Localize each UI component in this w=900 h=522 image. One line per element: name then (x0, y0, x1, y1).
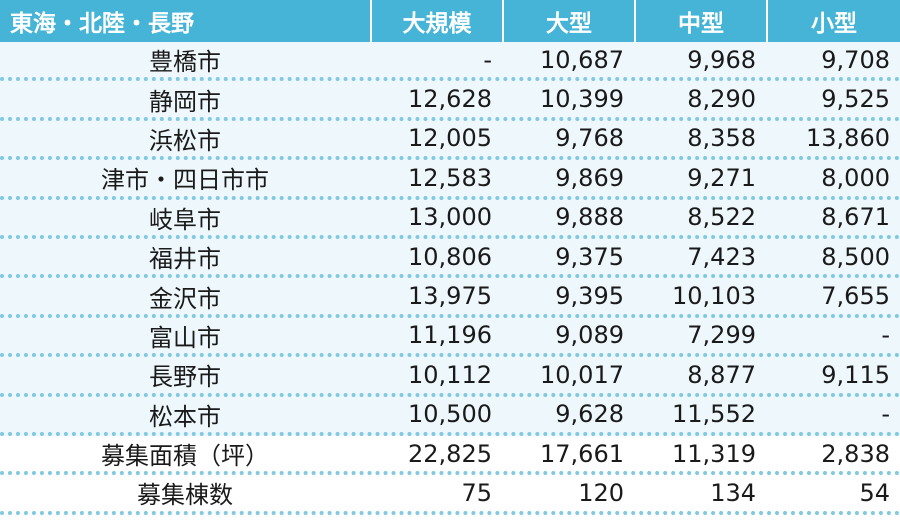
cell-value: 8,671 (821, 203, 890, 232)
cell-value: 12,005 (408, 124, 492, 153)
cell-value: 10,687 (540, 45, 624, 74)
cell-value: 8,500 (821, 242, 890, 271)
cell-value: 9,375 (555, 242, 624, 271)
table-row: 松本市 10,500 9,628 11,552 - (0, 396, 900, 436)
cell-value: 54 (859, 478, 890, 507)
header-col-small: 小型 (766, 0, 900, 42)
row-name: 募集棟数 (137, 481, 233, 510)
table-row: 福井市 10,806 9,375 7,423 8,500 (0, 238, 900, 279)
cell-value: 12,628 (408, 85, 492, 114)
cell-value: 9,089 (555, 321, 624, 350)
cell-value: 13,000 (408, 203, 492, 232)
table-header: 東海・北陸・長野 大規模 大型 中型 小型 (0, 0, 900, 42)
cell-value: 2,838 (821, 439, 890, 468)
header-col-large-scale: 大規模 (370, 0, 502, 42)
cell-value: 8,877 (687, 360, 756, 389)
table-row: 静岡市 12,628 10,399 8,290 9,525 (0, 81, 900, 121)
cell-value: 13,975 (408, 282, 492, 311)
cell-value: 10,806 (408, 242, 492, 271)
cell-value: 11,552 (672, 400, 756, 429)
cell-value: 9,968 (687, 45, 756, 74)
row-name: 津市・四日市市 (101, 166, 269, 195)
cell-value: 8,358 (687, 124, 756, 153)
cell-value: 11,319 (672, 439, 756, 468)
row-name: 金沢市 (149, 284, 221, 313)
cell-value: 9,525 (821, 85, 890, 114)
table-row: 長野市 10,112 10,017 8,877 9,115 (0, 357, 900, 397)
row-name: 岐阜市 (149, 205, 221, 234)
cell-value: 134 (710, 478, 756, 507)
table-row: 岐阜市 13,000 9,888 8,522 8,671 (0, 199, 900, 239)
cell-value: 9,628 (555, 400, 624, 429)
cell-value: 7,423 (687, 242, 756, 271)
cell-value: 9,395 (555, 282, 624, 311)
cell-value: 75 (461, 478, 492, 507)
cell-value: 10,103 (672, 282, 756, 311)
cell-value: 120 (578, 478, 624, 507)
cell-value: 7,299 (687, 321, 756, 350)
cell-value: 10,399 (540, 85, 624, 114)
table-row: 浜松市 12,005 9,768 8,358 13,860 (0, 120, 900, 161)
row-name: 長野市 (149, 363, 221, 392)
row-name: 募集面積（坪） (101, 442, 269, 471)
cell-value: 8,522 (687, 203, 756, 232)
table-row-building-count: 募集棟数 75 120 134 54 (0, 475, 900, 515)
cell-value: - (483, 45, 492, 74)
table-row: 津市・四日市市 12,583 9,869 9,271 8,000 (0, 160, 900, 200)
cell-value: 9,271 (687, 163, 756, 192)
cell-value: 17,661 (540, 439, 624, 468)
cell-value: - (881, 321, 890, 350)
cell-value: 8,000 (821, 163, 890, 192)
cell-value: 8,290 (687, 85, 756, 114)
table-row: 富山市 11,196 9,089 7,299 - (0, 317, 900, 358)
cell-value: 10,017 (540, 360, 624, 389)
cell-value: 9,708 (821, 45, 890, 74)
row-name: 静岡市 (149, 87, 221, 116)
cell-value: - (881, 400, 890, 429)
cell-value: 12,583 (408, 163, 492, 192)
cell-value: 9,869 (555, 163, 624, 192)
cell-value: 11,196 (408, 321, 492, 350)
cell-value: 22,825 (408, 439, 492, 468)
cell-value: 13,860 (806, 124, 890, 153)
table-row-total-area: 募集面積（坪） 22,825 17,661 11,319 2,838 (0, 436, 900, 476)
cell-value: 7,655 (821, 282, 890, 311)
table-row: 豊橋市 - 10,687 9,968 9,708 (0, 42, 900, 82)
cell-value: 10,112 (408, 360, 492, 389)
row-name: 富山市 (149, 323, 221, 352)
table-row: 金沢市 13,975 9,395 10,103 7,655 (0, 278, 900, 318)
header-col-medium: 中型 (634, 0, 766, 42)
header-region: 東海・北陸・長野 (10, 11, 194, 37)
row-name: 福井市 (149, 245, 221, 274)
cell-value: 9,115 (821, 360, 890, 389)
header-col-large: 大型 (502, 0, 634, 42)
cell-value: 9,768 (555, 124, 624, 153)
row-name: 豊橋市 (149, 48, 221, 77)
row-name: 松本市 (149, 402, 221, 431)
row-name: 浜松市 (149, 126, 221, 155)
cell-value: 10,500 (408, 400, 492, 429)
cell-value: 9,888 (555, 203, 624, 232)
